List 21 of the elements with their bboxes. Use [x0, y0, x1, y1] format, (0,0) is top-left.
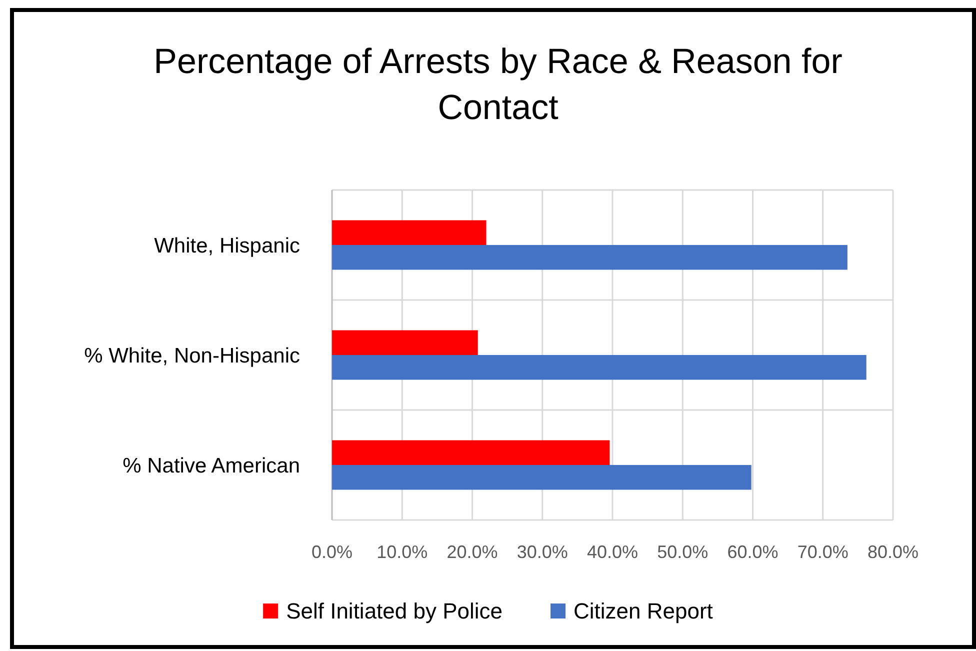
- bar: [332, 355, 866, 380]
- legend-label: Self Initiated by Police: [286, 598, 503, 624]
- x-tick-label: 40.0%: [586, 542, 638, 562]
- bar: [332, 245, 848, 270]
- bar: [332, 330, 478, 355]
- x-tick-label: 20.0%: [446, 542, 498, 562]
- x-tick-label: 50.0%: [657, 542, 708, 562]
- y-tick-label: White, Hispanic: [154, 234, 300, 258]
- x-tick-label: 0.0%: [311, 542, 353, 562]
- legend-label: Citizen Report: [574, 598, 713, 624]
- y-tick-label: % White, Non-Hispanic: [84, 344, 300, 368]
- chart-title: Percentage of Arrests by Race & Reason for Contact: [154, 42, 843, 127]
- bar: [332, 440, 610, 465]
- x-tick-label: 70.0%: [797, 542, 848, 562]
- x-tick-label: 30.0%: [516, 542, 568, 562]
- x-tick-label: 60.0%: [727, 542, 778, 562]
- bar: [332, 465, 752, 490]
- x-tick-label: 10.0%: [376, 542, 428, 562]
- y-tick-label: % Native American: [122, 454, 300, 478]
- x-tick-label: 80.0%: [867, 542, 919, 562]
- bar: [332, 220, 486, 245]
